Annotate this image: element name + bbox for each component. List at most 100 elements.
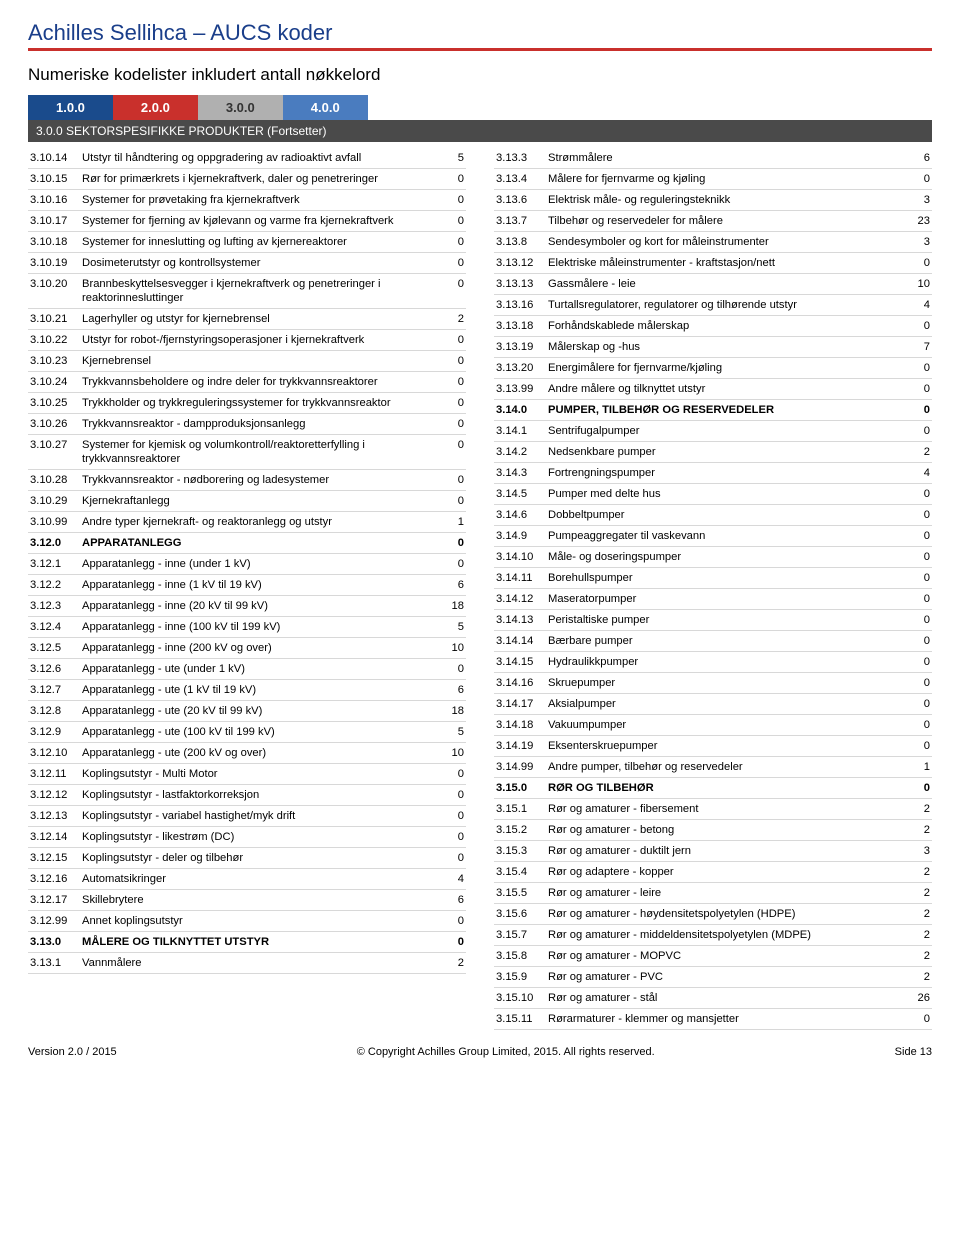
count-cell: 0 <box>904 610 932 631</box>
desc-cell: Hydraulikkpumper <box>546 652 904 673</box>
count-cell: 0 <box>438 211 466 232</box>
code-cell: 3.12.5 <box>28 638 80 659</box>
desc-cell: Skillebrytere <box>80 890 438 911</box>
table-row: 3.10.29Kjernekraftanlegg0 <box>28 491 466 512</box>
tab-3[interactable]: 3.0.0 <box>198 95 283 120</box>
code-cell: 3.15.10 <box>494 988 546 1009</box>
desc-cell: Koplingsutstyr - Multi Motor <box>80 764 438 785</box>
count-cell: 6 <box>438 890 466 911</box>
table-row: 3.10.19Dosimeterutstyr og kontrollsystem… <box>28 253 466 274</box>
code-cell: 3.14.6 <box>494 505 546 526</box>
desc-cell: Elektriske måleinstrumenter - kraftstasj… <box>546 253 904 274</box>
code-cell: 3.10.99 <box>28 512 80 533</box>
desc-cell: PUMPER, TILBEHØR OG RESERVEDELER <box>546 400 904 421</box>
code-cell: 3.15.7 <box>494 925 546 946</box>
table-row: 3.12.10Apparatanlegg - ute (200 kV og ov… <box>28 743 466 764</box>
code-cell: 3.13.12 <box>494 253 546 274</box>
desc-cell: Dosimeterutstyr og kontrollsystemer <box>80 253 438 274</box>
count-cell: 2 <box>438 309 466 330</box>
desc-cell: Eksenterskruepumper <box>546 736 904 757</box>
table-row: 3.12.7Apparatanlegg - ute (1 kV til 19 k… <box>28 680 466 701</box>
tab-1[interactable]: 1.0.0 <box>28 95 113 120</box>
code-cell: 3.10.28 <box>28 470 80 491</box>
code-cell: 3.12.16 <box>28 869 80 890</box>
count-cell: 18 <box>438 596 466 617</box>
table-row: 3.14.13Peristaltiske pumper0 <box>494 610 932 631</box>
table-row: 3.13.0MÅLERE OG TILKNYTTET UTSTYR0 <box>28 932 466 953</box>
footer-page: Side 13 <box>895 1046 932 1058</box>
footer-version: Version 2.0 / 2015 <box>28 1046 117 1058</box>
count-cell: 0 <box>438 274 466 309</box>
desc-cell: Pumper med delte hus <box>546 484 904 505</box>
table-row: 3.13.18Forhåndskablede målerskap0 <box>494 316 932 337</box>
table-row: 3.12.6Apparatanlegg - ute (under 1 kV)0 <box>28 659 466 680</box>
table-row: 3.12.3Apparatanlegg - inne (20 kV til 99… <box>28 596 466 617</box>
table-row: 3.10.21Lagerhyller og utstyr for kjerneb… <box>28 309 466 330</box>
desc-cell: Vakuumpumper <box>546 715 904 736</box>
code-cell: 3.14.10 <box>494 547 546 568</box>
desc-cell: Trykkholder og trykkreguleringssystemer … <box>80 393 438 414</box>
code-cell: 3.12.13 <box>28 806 80 827</box>
desc-cell: Rør og amaturer - betong <box>546 820 904 841</box>
code-table-right: 3.13.3Strømmålere63.13.4Målere for fjern… <box>494 148 932 1030</box>
table-row: 3.13.4Målere for fjernvarme og kjøling0 <box>494 169 932 190</box>
code-cell: 3.10.14 <box>28 148 80 169</box>
count-cell: 1 <box>904 757 932 778</box>
count-cell: 2 <box>904 946 932 967</box>
table-row: 3.14.9Pumpeaggregater til vaskevann0 <box>494 526 932 547</box>
code-cell: 3.15.5 <box>494 883 546 904</box>
desc-cell: Koplingsutstyr - variabel hastighet/myk … <box>80 806 438 827</box>
code-cell: 3.10.24 <box>28 372 80 393</box>
desc-cell: Apparatanlegg - ute (under 1 kV) <box>80 659 438 680</box>
code-cell: 3.12.11 <box>28 764 80 785</box>
code-cell: 3.10.22 <box>28 330 80 351</box>
desc-cell: Skruepumper <box>546 673 904 694</box>
count-cell: 0 <box>904 673 932 694</box>
table-row: 3.13.99Andre målere og tilknyttet utstyr… <box>494 379 932 400</box>
tab-2[interactable]: 2.0.0 <box>113 95 198 120</box>
count-cell: 6 <box>438 575 466 596</box>
desc-cell: APPARATANLEGG <box>80 533 438 554</box>
table-row: 3.14.1Sentrifugalpumper0 <box>494 421 932 442</box>
code-cell: 3.15.3 <box>494 841 546 862</box>
tab-4[interactable]: 4.0.0 <box>283 95 368 120</box>
count-cell: 2 <box>904 820 932 841</box>
desc-cell: Rør og amaturer - middeldensitetspolyety… <box>546 925 904 946</box>
desc-cell: Vannmålere <box>80 953 438 974</box>
left-column: 3.10.14Utstyr til håndtering og oppgrade… <box>28 148 466 1030</box>
code-cell: 3.14.16 <box>494 673 546 694</box>
code-cell: 3.10.20 <box>28 274 80 309</box>
count-cell: 0 <box>904 169 932 190</box>
desc-cell: Koplingsutstyr - deler og tilbehør <box>80 848 438 869</box>
table-row: 3.15.7Rør og amaturer - middeldensitetsp… <box>494 925 932 946</box>
table-row: 3.12.15Koplingsutstyr - deler og tilbehø… <box>28 848 466 869</box>
desc-cell: Rør og amaturer - leire <box>546 883 904 904</box>
count-cell: 0 <box>438 232 466 253</box>
table-row: 3.12.5Apparatanlegg - inne (200 kV og ov… <box>28 638 466 659</box>
table-row: 3.14.6Dobbeltpumper0 <box>494 505 932 526</box>
table-row: 3.13.20Energimålere for fjernvarme/kjøli… <box>494 358 932 379</box>
count-cell: 23 <box>904 211 932 232</box>
desc-cell: Rør og amaturer - duktilt jern <box>546 841 904 862</box>
desc-cell: Rør og amaturer - stål <box>546 988 904 1009</box>
code-cell: 3.13.3 <box>494 148 546 169</box>
table-row: 3.12.4Apparatanlegg - inne (100 kV til 1… <box>28 617 466 638</box>
desc-cell: Systemer for kjemisk og volumkontroll/re… <box>80 435 438 470</box>
desc-cell: Peristaltiske pumper <box>546 610 904 631</box>
footer-copyright: © Copyright Achilles Group Limited, 2015… <box>357 1046 655 1058</box>
count-cell: 10 <box>438 638 466 659</box>
table-row: 3.14.17Aksialpumper0 <box>494 694 932 715</box>
table-row: 3.14.15Hydraulikkpumper0 <box>494 652 932 673</box>
count-cell: 5 <box>438 148 466 169</box>
count-cell: 0 <box>438 372 466 393</box>
desc-cell: Kjernekraftanlegg <box>80 491 438 512</box>
table-row: 3.10.15Rør for primærkrets i kjernekraft… <box>28 169 466 190</box>
desc-cell: Trykkvannsreaktor - nødborering og lades… <box>80 470 438 491</box>
count-cell: 26 <box>904 988 932 1009</box>
count-cell: 18 <box>438 701 466 722</box>
count-cell: 0 <box>904 1009 932 1030</box>
table-row: 3.15.6Rør og amaturer - høydensitetspoly… <box>494 904 932 925</box>
desc-cell: Pumpeaggregater til vaskevann <box>546 526 904 547</box>
table-row: 3.12.16Automatsikringer4 <box>28 869 466 890</box>
desc-cell: Elektrisk måle- og reguleringsteknikk <box>546 190 904 211</box>
